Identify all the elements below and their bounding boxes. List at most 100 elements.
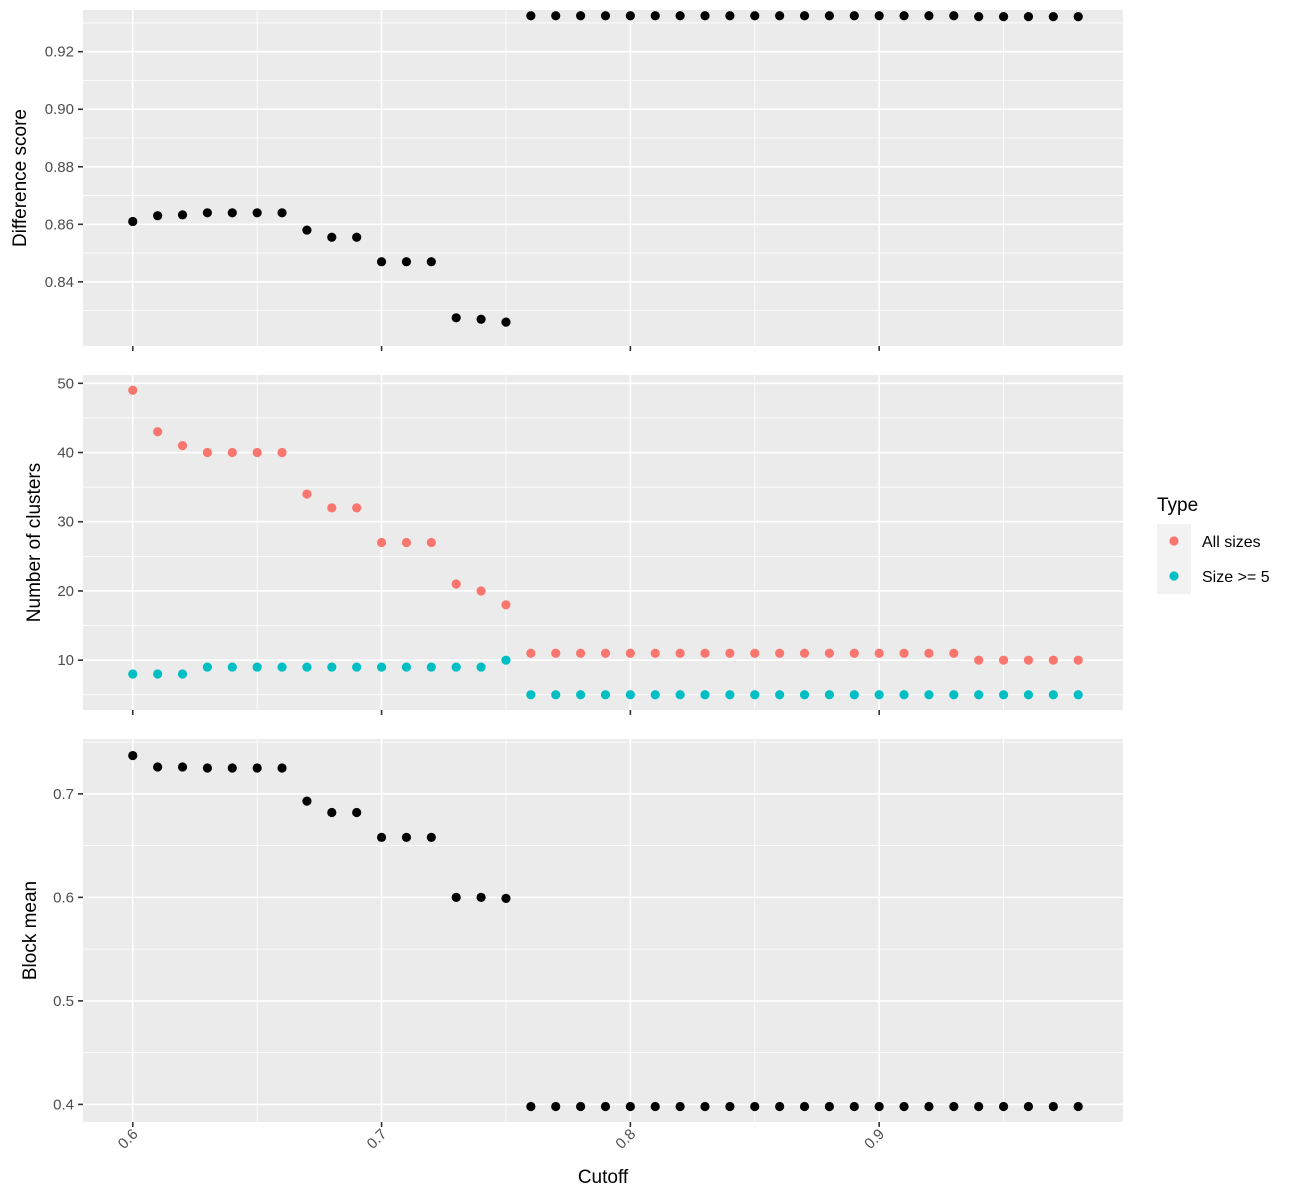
y-axis-title: Number of clusters bbox=[24, 463, 45, 622]
data-point bbox=[277, 447, 287, 458]
panel-middle: 10 20 30 40 50 Number of clusters bbox=[24, 375, 1123, 715]
data-point bbox=[551, 690, 561, 700]
data-point bbox=[1023, 655, 1034, 665]
data-point bbox=[451, 662, 461, 672]
data-point bbox=[327, 232, 337, 242]
y-tick-label: 0.90 bbox=[45, 101, 74, 118]
data-point bbox=[551, 1101, 561, 1112]
data-point bbox=[899, 648, 909, 658]
data-point bbox=[227, 208, 237, 218]
legend: Type All sizes Size >= 5 bbox=[1157, 495, 1270, 594]
data-point bbox=[600, 11, 611, 21]
data-point bbox=[1023, 12, 1034, 22]
data-point bbox=[551, 648, 561, 658]
data-point bbox=[426, 662, 436, 672]
series-bottom bbox=[128, 750, 1083, 1112]
data-point bbox=[501, 893, 511, 904]
data-point bbox=[227, 447, 237, 458]
data-point bbox=[974, 1101, 984, 1112]
data-point bbox=[775, 11, 785, 21]
data-point bbox=[177, 210, 188, 220]
x-axis-title: Cutoff bbox=[578, 1167, 629, 1188]
data-point bbox=[227, 763, 237, 773]
data-point bbox=[526, 11, 536, 21]
data-point bbox=[874, 648, 884, 658]
y-tick-label: 10 bbox=[57, 652, 74, 669]
data-point bbox=[128, 216, 138, 227]
x-tick-label: 0.6 bbox=[115, 1126, 142, 1153]
data-point bbox=[625, 1101, 635, 1112]
data-point bbox=[327, 503, 337, 513]
data-point bbox=[849, 648, 859, 658]
data-point bbox=[700, 690, 710, 700]
data-point bbox=[128, 669, 138, 679]
y-tick-label: 0.7 bbox=[53, 786, 74, 803]
data-point bbox=[998, 655, 1009, 665]
data-point bbox=[177, 762, 188, 772]
data-point bbox=[1048, 690, 1058, 700]
data-point bbox=[650, 1101, 660, 1112]
data-point bbox=[1073, 690, 1083, 700]
data-point bbox=[177, 669, 188, 679]
data-point bbox=[376, 832, 387, 842]
data-point bbox=[799, 690, 810, 700]
data-point bbox=[1048, 12, 1058, 22]
series-all-sizes bbox=[128, 385, 1083, 665]
data-point bbox=[650, 648, 660, 658]
y-tick-label: 30 bbox=[57, 514, 74, 531]
data-point bbox=[874, 1101, 884, 1112]
data-point bbox=[401, 257, 412, 267]
data-point bbox=[600, 690, 611, 700]
data-point bbox=[750, 1101, 760, 1112]
panel-bottom: 0.6 0.7 0.8 0.9 0.4 0.5 0.6 0.7 Block mean bbox=[20, 739, 1123, 1153]
data-point bbox=[327, 662, 337, 672]
series-top bbox=[128, 11, 1083, 327]
data-point bbox=[725, 690, 735, 700]
data-point bbox=[426, 537, 436, 548]
data-point bbox=[1073, 655, 1083, 665]
data-point bbox=[874, 11, 884, 21]
data-point bbox=[949, 11, 959, 21]
data-point bbox=[650, 690, 660, 700]
y-tick-label: 0.5 bbox=[53, 993, 74, 1010]
data-point bbox=[202, 763, 213, 773]
data-point bbox=[252, 447, 262, 458]
data-point bbox=[824, 648, 835, 658]
data-point bbox=[128, 750, 138, 761]
y-axis-title: Difference score bbox=[10, 109, 31, 247]
data-point bbox=[775, 648, 785, 658]
data-point bbox=[576, 648, 586, 658]
series-size-5 bbox=[128, 655, 1083, 700]
y-tick-label: 0.84 bbox=[45, 274, 74, 291]
legend-label-size-5: Size >= 5 bbox=[1202, 569, 1270, 586]
data-point bbox=[177, 440, 188, 451]
data-point bbox=[899, 690, 909, 700]
data-point bbox=[799, 1101, 810, 1112]
data-point bbox=[725, 1101, 735, 1112]
legend-key-size-5 bbox=[1169, 571, 1179, 581]
chart-panels: 0.84 0.86 0.88 0.90 0.92 Difference score 10 20… bbox=[10, 10, 1123, 1153]
y-tick-label: 0.92 bbox=[45, 44, 74, 61]
panel-top: 0.84 0.86 0.88 0.90 0.92 Difference score bbox=[10, 10, 1123, 351]
data-point bbox=[252, 763, 262, 773]
y-axis-title: Block mean bbox=[20, 881, 41, 980]
y-tick-label: 20 bbox=[57, 583, 74, 600]
data-point bbox=[526, 648, 536, 658]
data-point bbox=[750, 11, 760, 21]
data-point bbox=[675, 11, 685, 21]
data-point bbox=[352, 503, 362, 513]
data-point bbox=[824, 11, 835, 21]
y-tick-label: 0.4 bbox=[53, 1096, 74, 1113]
data-point bbox=[675, 648, 685, 658]
data-point bbox=[849, 1101, 859, 1112]
data-point bbox=[625, 11, 635, 21]
x-tick-label: 0.7 bbox=[364, 1126, 391, 1153]
y-tick-label: 0.6 bbox=[53, 889, 74, 906]
data-point bbox=[899, 11, 909, 21]
data-point bbox=[949, 690, 959, 700]
data-point bbox=[849, 11, 859, 21]
data-point bbox=[924, 690, 934, 700]
data-point bbox=[476, 586, 486, 596]
data-point bbox=[128, 385, 138, 395]
x-tick-label: 0.9 bbox=[861, 1126, 888, 1153]
